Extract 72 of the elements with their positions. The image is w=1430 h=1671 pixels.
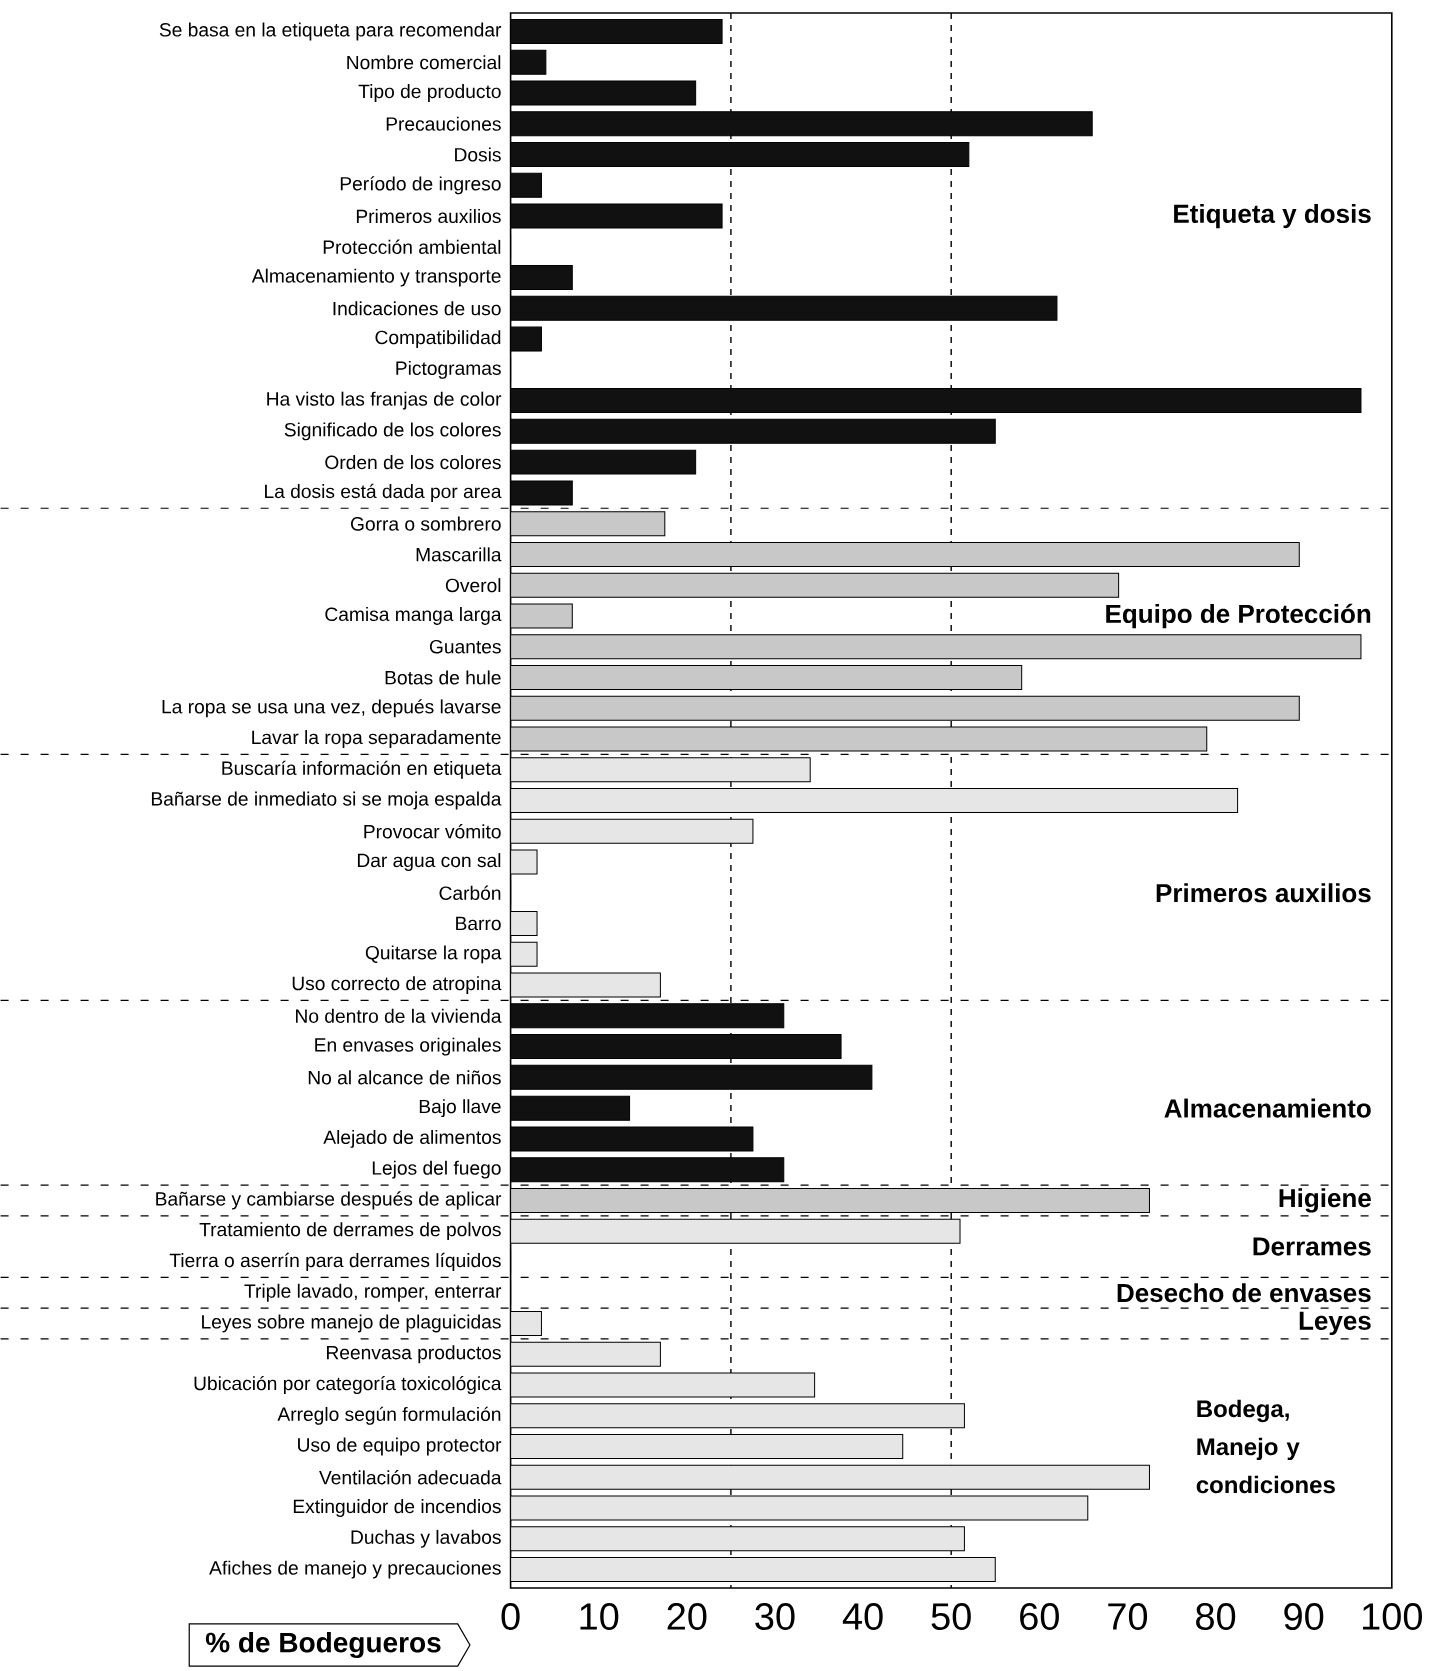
y-tick-label: Dosis [455, 147, 501, 162]
y-tick-label: La dosis está dada por area [264, 483, 502, 502]
annotation: Primeros auxilios [1156, 883, 1371, 903]
y-tick-label: Uso correcto de atropina [292, 976, 502, 995]
y-tick-label: Leyes sobre manejo de plaguicidas [202, 1314, 501, 1333]
y-tick-label: Ha visto las franjas de color [267, 391, 502, 410]
y-tick-label: Barro [456, 916, 501, 931]
y-tick-label: En envases originales [315, 1037, 501, 1056]
y-tick-label: Botas de hule [385, 670, 501, 685]
y-tick-label: Uso de equipo protector [298, 1437, 502, 1456]
y-tick-label: Mascarilla [416, 547, 502, 562]
y-tick-label: Lejos del fuego [372, 1160, 501, 1179]
y-tick-label: La ropa se usa una vez, depués lavarse [162, 699, 501, 718]
x-tick-label: 20 [667, 1603, 707, 1630]
y-tick-label: Ubicación por categoría toxicológica [194, 1375, 502, 1395]
x-tick-label: 100 [1362, 1603, 1422, 1630]
x-tick-label: 10 [580, 1603, 619, 1630]
y-tick-label: Almacenamiento y transporte [251, 268, 501, 287]
y-tick-label: Arreglo según formulación [277, 1406, 501, 1425]
y-tick-label: Orden de los colores [325, 455, 501, 470]
y-tick-label: Bañarse de inmediato si se moja espalda [151, 791, 502, 810]
y-tick-label: Lavar la ropa separadamente [252, 730, 501, 748]
x-tick-label: 50 [931, 1603, 971, 1630]
y-tick-label: Dar agua con sal [357, 853, 501, 871]
y-tick-label: Nombre comercial [347, 55, 501, 70]
x-tick-label: 60 [1020, 1603, 1059, 1630]
y-tick-label: Afiches de manejo y precauciones [209, 1560, 501, 1579]
x-axis-title: % de Bodegueros [205, 1631, 441, 1659]
annotation: Almacenamiento [1164, 1098, 1371, 1118]
y-tick-label: Bañarse y cambiarse después de aplicar [156, 1191, 502, 1210]
annotation: Equipo de Protección [1106, 603, 1371, 629]
y-tick-label: Indicaciones de uso [333, 301, 501, 316]
y-tick-label: Camisa manga larga [325, 607, 502, 625]
y-tick-label: Ventilación adecuada [319, 1470, 502, 1485]
annotation: Bodega, Manejo y condiciones [1196, 1399, 1335, 1494]
y-tick-label: Overol [445, 578, 501, 593]
y-tick-label: Provocar vómito [364, 824, 501, 839]
x-tick-label: 0 [501, 1603, 520, 1630]
y-tick-label: Triple lavado, romper, enterrar [244, 1283, 502, 1302]
y-tick-label: No dentro de la vivienda [295, 1008, 502, 1023]
x-tick-label: 80 [1196, 1603, 1236, 1630]
annotation: Derrames [1253, 1237, 1371, 1256]
y-tick-label: Buscaría información en etiqueta [222, 760, 502, 779]
y-tick-label: Tratamiento de derrames de polvos [199, 1222, 501, 1241]
y-tick-label: No al alcance de niños [308, 1070, 501, 1085]
annotation: Higiene [1279, 1188, 1371, 1213]
y-tick-label: Carbón [439, 885, 501, 900]
y-tick-label: Protección ambiental [323, 239, 501, 254]
y-tick-label: Bajo llave [419, 1099, 501, 1118]
y-tick-label: Quitarse la ropa [365, 945, 502, 964]
annotation: Leyes [1299, 1311, 1371, 1336]
y-tick-label: Tierra o aserrín para derrames líquidos [169, 1252, 501, 1271]
y-tick-label: Gorra o sombrero [350, 516, 501, 531]
y-tick-label: Reenvasa productos [326, 1345, 501, 1364]
y-tick-label: Primeros auxilios [356, 209, 501, 224]
y-tick-label: Compatibilidad [375, 330, 501, 349]
x-tick-label: 90 [1284, 1603, 1324, 1630]
y-tick-label: Período de ingreso [340, 176, 501, 195]
y-tick-label: Duchas y lavabos [351, 1529, 501, 1548]
y-tick-label: Alejado de alimentos [323, 1129, 501, 1148]
y-tick-label: Tipo de producto [358, 84, 501, 102]
y-tick-label: Extinguidor de incendios [293, 1499, 501, 1517]
annotation: Etiqueta y dosis [1174, 203, 1371, 229]
y-tick-label: Significado de los colores [284, 422, 501, 441]
y-tick-label: Pictogramas [396, 360, 501, 379]
x-tick-label: 70 [1108, 1603, 1147, 1630]
x-tick-label: 30 [755, 1603, 795, 1630]
y-tick-label: Precauciones [386, 116, 501, 131]
y-tick-label: Se basa en la etiqueta para recomendar [159, 22, 502, 41]
annotation: Desecho de envases [1117, 1283, 1371, 1303]
y-tick-label: Guantes [429, 639, 501, 654]
x-tick-label: 40 [842, 1603, 883, 1630]
